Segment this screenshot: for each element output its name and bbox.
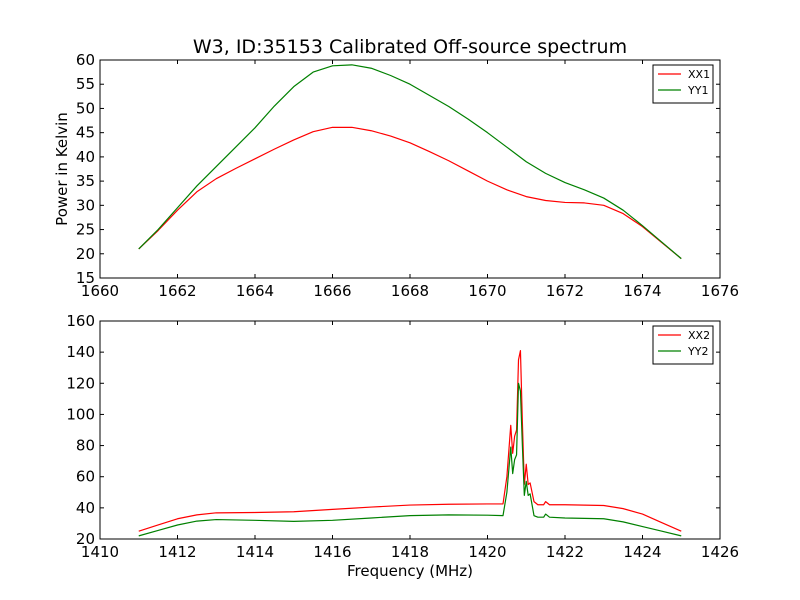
x-tick-label: 1670	[468, 282, 506, 300]
x-tick-label: 1676	[701, 282, 739, 300]
x-tick-label: 1662	[158, 282, 196, 300]
y-tick-label: 15	[76, 269, 95, 287]
x-tick-label: 1426	[701, 543, 739, 561]
y-tick-label: 50	[76, 99, 95, 117]
y-tick-label: 40	[76, 499, 95, 517]
top-panel: 1660 1662 1664 1666 1668 1670 1672 1674 1676 15 20…	[53, 51, 739, 300]
x-tick-label: 1414	[236, 543, 274, 561]
y-tick-label: 20	[76, 245, 95, 263]
legend-label-yy1: YY1	[687, 84, 708, 97]
y-tick-label: 60	[76, 51, 95, 69]
y-tick-label: 140	[66, 343, 95, 361]
x-tick-label: 1664	[236, 282, 274, 300]
y-tick-label: 55	[76, 75, 95, 93]
y-tick-label: 35	[76, 172, 95, 190]
x-tick-label: 1422	[546, 543, 584, 561]
legend-label-yy2: YY2	[687, 345, 708, 358]
legend-box	[652, 325, 714, 365]
x-tick-label: 1666	[313, 282, 351, 300]
x-tick-label: 1416	[313, 543, 351, 561]
series-line-xx1	[138, 126, 682, 260]
y-tick-label: 160	[66, 312, 95, 330]
series-line-yy2	[138, 382, 682, 537]
chart-title: W3, ID:35153 Calibrated Off-source spect…	[193, 36, 627, 58]
x-tick-label: 1410	[81, 543, 119, 561]
y-tick-label: 25	[76, 221, 95, 239]
y-tick-label: 20	[76, 530, 95, 548]
bottom-panel: 1410 1412 1414 1416 1418 1420 1422 1424 1426 20 40…	[66, 312, 739, 580]
x-tick-label: 1420	[468, 543, 506, 561]
legend-label-xx1: XX1	[688, 68, 710, 81]
legend-box	[652, 64, 714, 104]
y-tick-label: 45	[76, 124, 95, 142]
series-line-yy1	[138, 64, 682, 260]
y-tick-label: 60	[76, 468, 95, 486]
x-tick-label: 1418	[391, 543, 429, 561]
y-tick-label: 30	[76, 196, 95, 214]
x-tick-label: 1660	[81, 282, 119, 300]
x-tick-label: 1412	[158, 543, 196, 561]
legend-label-xx2: XX2	[688, 329, 710, 342]
x-tick-label: 1424	[623, 543, 661, 561]
series-line-xx2	[138, 349, 682, 532]
y-tick-label: 100	[66, 405, 95, 423]
x-tick-label: 1672	[546, 282, 584, 300]
y-tick-label: 40	[76, 148, 95, 166]
y-tick-label: 120	[66, 374, 95, 392]
x-tick-label: 1668	[391, 282, 429, 300]
y-axis-title: Power in Kelvin	[53, 112, 71, 226]
x-axis-title: Frequency (MHz)	[347, 562, 473, 580]
y-tick-label: 80	[76, 437, 95, 455]
x-tick-label: 1674	[623, 282, 661, 300]
